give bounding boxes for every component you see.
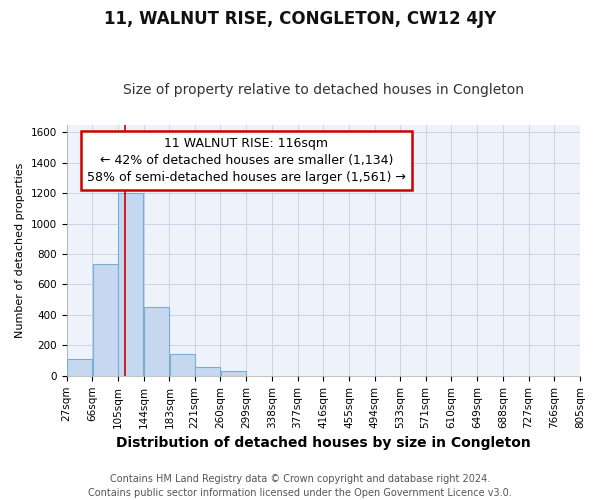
Bar	[170, 354, 195, 376]
Text: 11, WALNUT RISE, CONGLETON, CW12 4JY: 11, WALNUT RISE, CONGLETON, CW12 4JY	[104, 10, 496, 28]
Bar	[118, 193, 143, 376]
Bar	[221, 372, 246, 376]
Text: 11 WALNUT RISE: 116sqm
← 42% of detached houses are smaller (1,134)
58% of semi-: 11 WALNUT RISE: 116sqm ← 42% of detached…	[87, 137, 406, 184]
Y-axis label: Number of detached properties: Number of detached properties	[15, 162, 25, 338]
Title: Size of property relative to detached houses in Congleton: Size of property relative to detached ho…	[123, 83, 524, 97]
Text: Contains HM Land Registry data © Crown copyright and database right 2024.
Contai: Contains HM Land Registry data © Crown c…	[88, 474, 512, 498]
Bar	[67, 359, 92, 376]
X-axis label: Distribution of detached houses by size in Congleton: Distribution of detached houses by size …	[116, 436, 530, 450]
Bar	[195, 366, 220, 376]
Bar	[144, 308, 169, 376]
Bar	[92, 264, 118, 376]
